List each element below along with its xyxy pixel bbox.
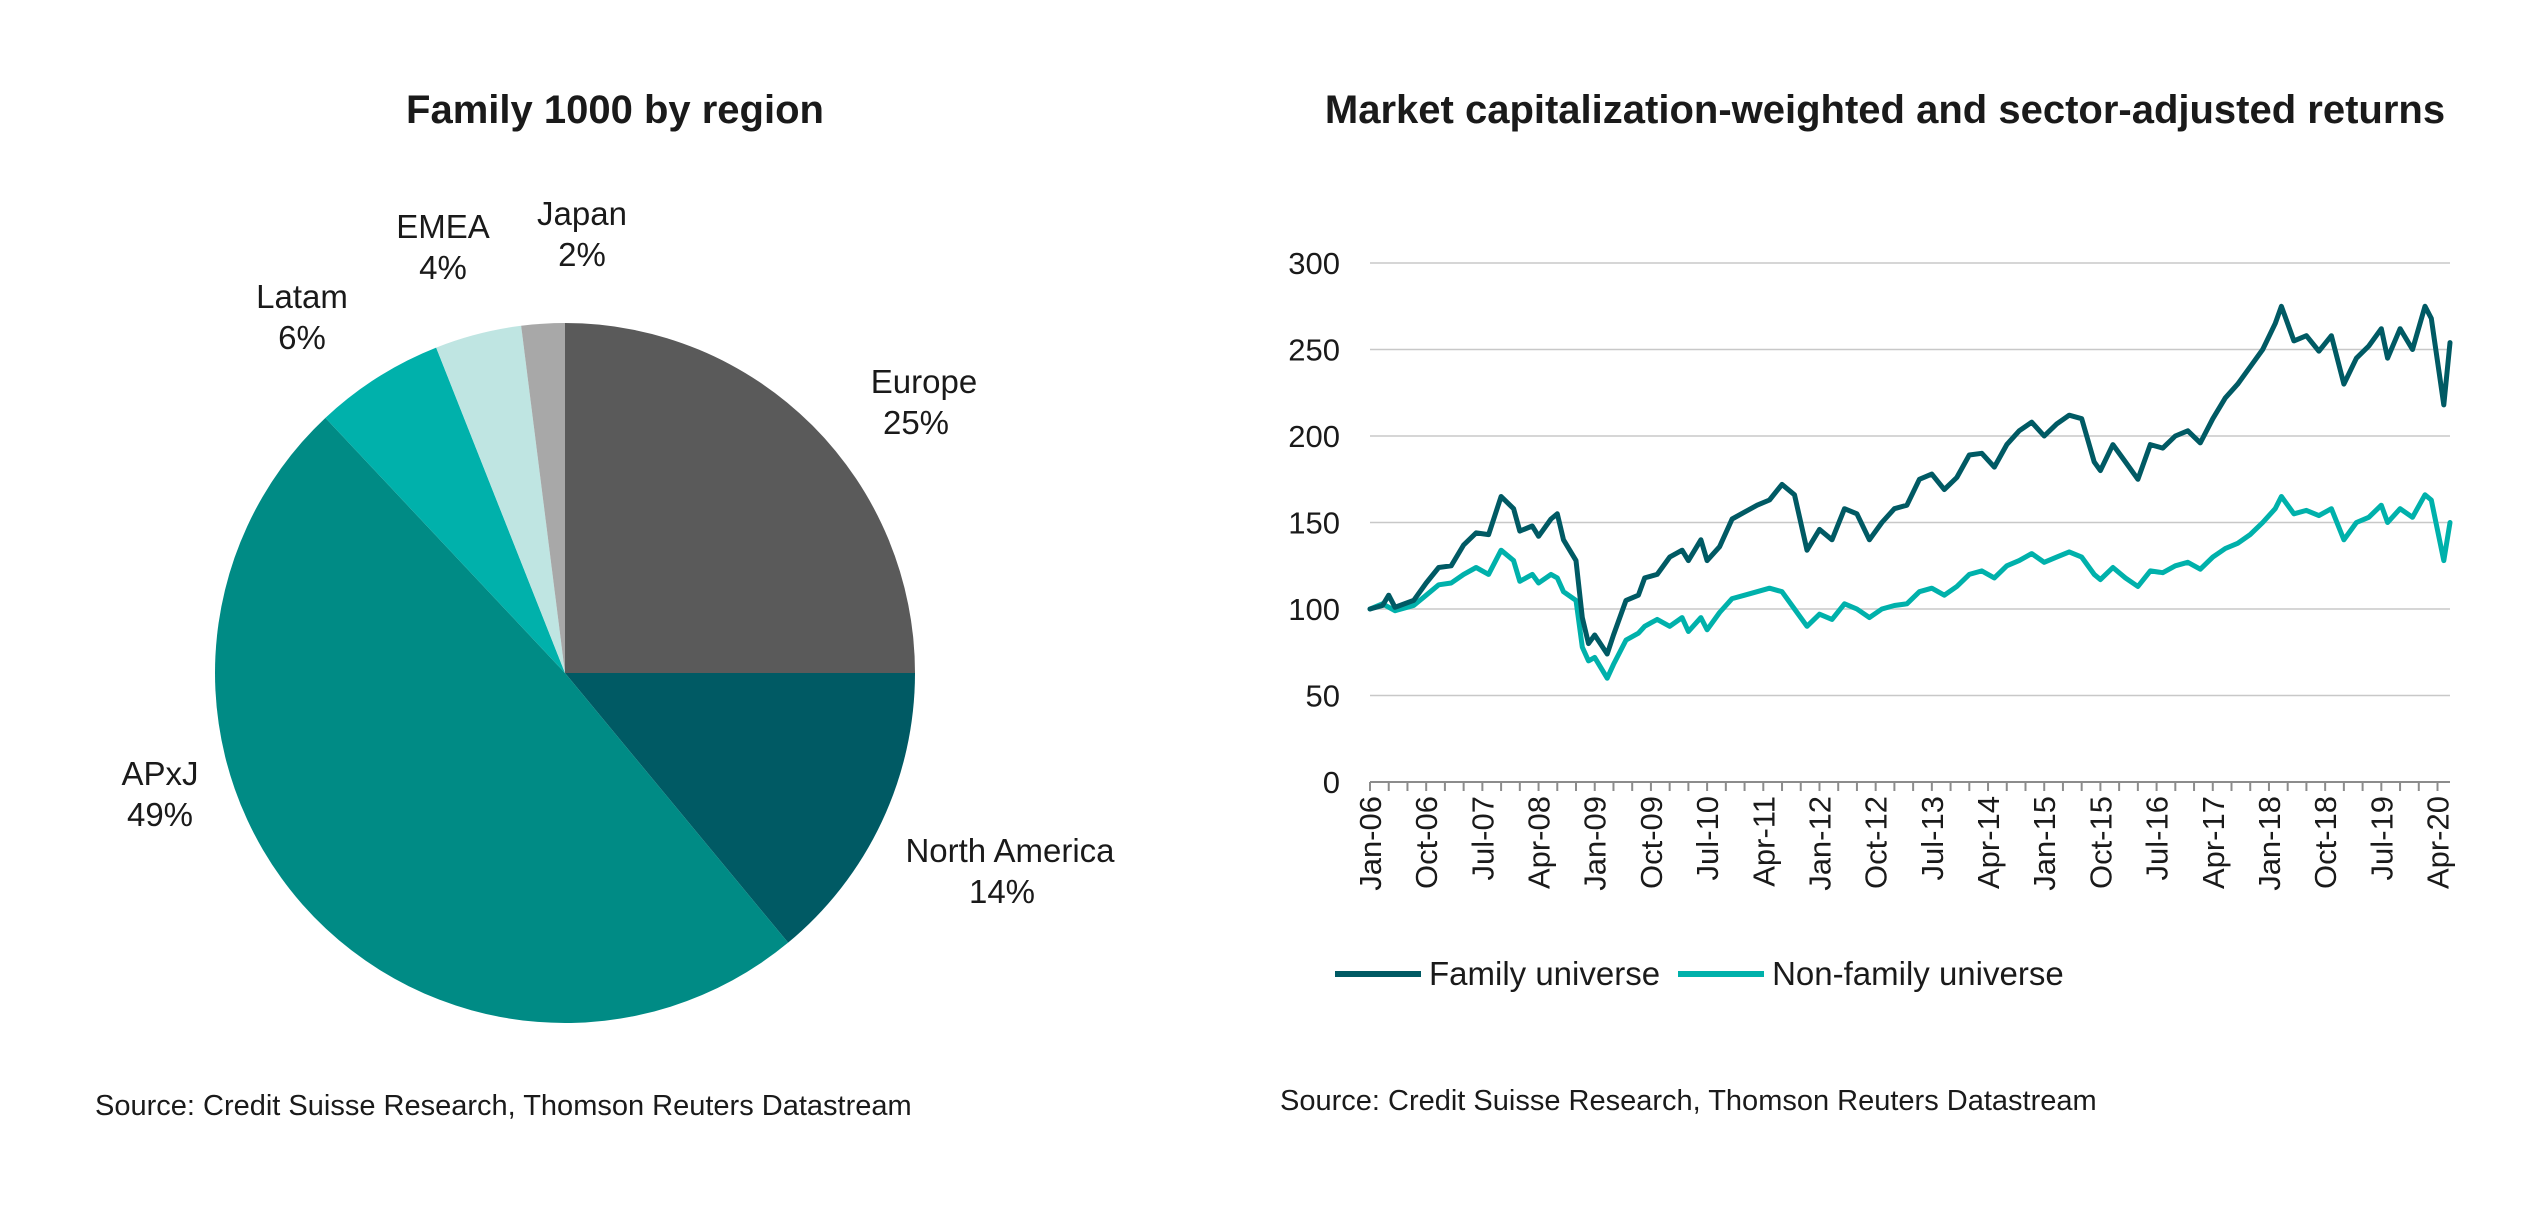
y-tick-label-250: 250 [1288,333,1340,368]
y-tick-label-300: 300 [1288,246,1340,281]
legend-swatch-family [1335,971,1421,977]
line-source-note: Source: Credit Suisse Research, Thomson … [1280,1085,2097,1117]
x-tick-label-jan-06: Jan-06 [1353,796,1388,891]
x-tick-label-oct-18: Oct-18 [2308,796,2343,889]
x-tick-label-oct-09: Oct-09 [1634,796,1669,889]
pie-slice-europe [565,323,915,673]
x-tick-label-jan-15: Jan-15 [2027,796,2062,891]
legend-item-nonfamily: Non-family universe [1678,955,2064,993]
pie-value-emea: 4% [419,249,467,286]
pie-label-apxj: APxJ [121,755,198,792]
series-line-family-universe [1367,303,2453,657]
line-chart-legend: Family universe Non-family universe [1335,955,2082,993]
x-tick-label-jul-16: Jul-16 [2140,796,2175,880]
y-tick-label-0: 0 [1323,765,1340,800]
series-line-non-family-universe [1367,492,2453,681]
x-tick-label-apr-08: Apr-08 [1522,796,1557,889]
x-tick-label-oct-15: Oct-15 [2083,796,2118,889]
y-tick-label-150: 150 [1288,506,1340,541]
legend-label-nonfamily: Non-family universe [1772,955,2064,992]
pie-chart: Europe 25% North America 14% APxJ 49% Latam 6% E… [121,195,1115,1024]
x-tick-label-jul-07: Jul-07 [1465,796,1500,880]
pie-label-japan: Japan [537,195,627,232]
x-tick-label-oct-12: Oct-12 [1859,796,1894,889]
pie-source-note: Source: Credit Suisse Research, Thomson … [95,1090,912,1122]
pie-value-japan: 2% [558,236,606,273]
x-tick-label-apr-17: Apr-17 [2196,796,2231,889]
y-tick-label-100: 100 [1288,592,1340,627]
x-tick-label-jul-13: Jul-13 [1915,796,1950,880]
x-tick-label-apr-14: Apr-14 [1971,796,2006,889]
pie-slice-japan [521,323,565,673]
x-tick-label-apr-20: Apr-20 [2421,796,2456,889]
x-tick-label-jan-09: Jan-09 [1578,796,1613,891]
pie-label-europe: Europe [871,363,977,400]
y-tick-label-200: 200 [1288,419,1340,454]
legend-item-family: Family universe [1335,955,1660,993]
pie-value-europe: 25% [883,404,949,441]
pie-label-emea: EMEA [396,208,490,245]
pie-slice-north-america [565,673,915,943]
pie-chart-panel: Family 1000 by region Europe 25% North Ame… [0,0,1230,1217]
y-tick-label-50: 50 [1306,679,1340,714]
pie-value-north-america: 14% [969,873,1035,910]
x-tick-label-apr-11: Apr-11 [1746,796,1781,887]
pie-chart-title: Family 1000 by region [406,88,824,132]
x-tick-label-oct-06: Oct-06 [1409,796,1444,889]
x-tick-label-jul-10: Jul-10 [1690,796,1725,880]
pie-label-latam: Latam [256,278,348,315]
x-tick-label-jan-18: Jan-18 [2252,796,2287,891]
pie-value-apxj: 49% [127,796,193,833]
line-chart-panel: Market capitalization-weighted and secto… [1230,0,2540,1217]
pie-label-north-america: North America [905,832,1115,869]
line-chart: 0 50 100 150 200 250 300 Jan-06 Oct-06 Jul-07 Apr-… [1288,246,2456,891]
x-tick-label-jul-19: Jul-19 [2364,796,2399,880]
pie-slice-latam [325,347,565,673]
pie-value-latam: 6% [278,319,326,356]
pie-slice-apxj [214,417,789,1024]
legend-label-family: Family universe [1429,955,1661,992]
pie-slice-emea [436,325,565,673]
x-tick-label-jan-12: Jan-12 [1802,796,1837,891]
legend-swatch-nonfamily [1678,971,1765,977]
line-chart-title: Market capitalization-weighted and secto… [1324,88,2446,132]
